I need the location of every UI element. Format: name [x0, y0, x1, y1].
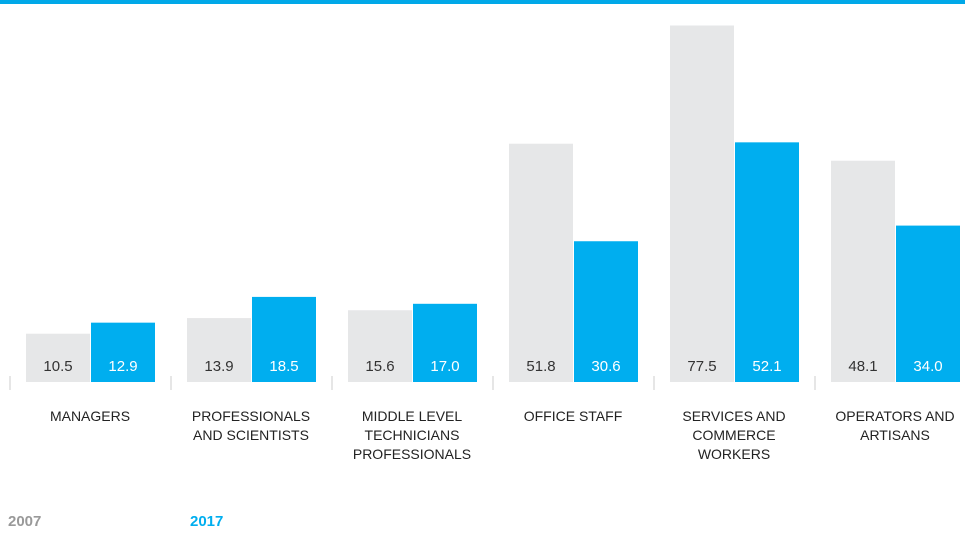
category-label: SERVICES AND COMMERCE WORKERS	[682, 408, 786, 462]
value-label: 12.9	[108, 358, 137, 375]
bar	[187, 318, 251, 382]
value-label: 30.6	[591, 358, 620, 375]
category-label: PROFESSIONALS AND SCIENTISTS	[191, 408, 311, 443]
bar	[896, 225, 960, 382]
bar	[574, 241, 638, 382]
bar	[413, 303, 477, 382]
bar	[348, 310, 412, 382]
category-label: OFFICE STAFF	[523, 408, 623, 424]
value-label: 34.0	[913, 358, 942, 375]
value-label: 51.8	[526, 358, 555, 375]
value-label: 15.6	[365, 358, 394, 375]
legend-label: 2017	[190, 513, 224, 530]
value-label: 77.5	[687, 358, 716, 375]
bar	[91, 322, 155, 382]
bar	[831, 160, 895, 382]
value-label: 10.5	[43, 358, 72, 375]
category-label: MANAGERS	[49, 408, 131, 424]
bar	[509, 143, 573, 382]
value-label: 17.0	[430, 358, 459, 375]
bar	[252, 296, 316, 382]
value-label: 18.5	[269, 358, 298, 375]
top-rule	[0, 0, 965, 4]
value-label: 52.1	[752, 358, 781, 375]
legend-label: 2007	[8, 513, 42, 530]
bar	[26, 333, 90, 382]
value-label: 13.9	[204, 358, 233, 375]
category-label: MIDDLE LEVEL TECHNICIANS PROFESSIONALS	[352, 408, 472, 462]
bar	[735, 142, 799, 382]
value-label: 48.1	[848, 358, 877, 375]
category-label: OPERATORS AND ARTISANS	[835, 408, 955, 443]
bar	[670, 25, 734, 382]
